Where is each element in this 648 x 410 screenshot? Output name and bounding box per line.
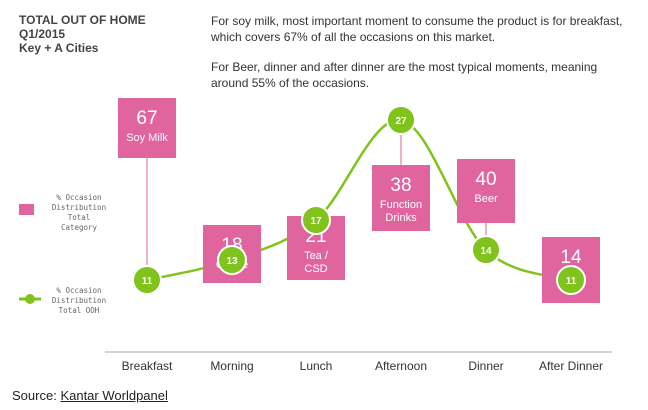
category-product-3-1: Drinks <box>385 212 417 224</box>
header-title: TOTAL OUT OF HOME <box>19 13 146 27</box>
ooh-value-3: 27 <box>395 116 407 127</box>
source-link[interactable]: Kantar Worldpanel <box>60 388 168 403</box>
insight-note-soy: For soy milk, most important moment to c… <box>211 14 623 44</box>
x-tick-label-2: Lunch <box>300 359 333 373</box>
legend-ooh-marker <box>25 294 35 304</box>
legend-ooh-label: % Occasion Distribution Total OOH <box>51 286 107 315</box>
x-tick-label-3: Afternoon <box>375 359 427 373</box>
category-product-4-0: Beer <box>474 193 498 205</box>
category-box-3 <box>372 165 430 231</box>
source-credit: Source: Kantar Worldpanel <box>12 388 168 403</box>
header-scope: Key + A Cities <box>19 41 99 55</box>
ooh-value-1: 13 <box>226 256 238 267</box>
x-tick-label-0: Breakfast <box>122 359 173 373</box>
insight-note-beer: For Beer, dinner and after dinner are th… <box>211 60 598 90</box>
ooh-point-0 <box>132 265 162 295</box>
header-period: Q1/2015 <box>19 27 66 41</box>
category-box-4 <box>457 159 515 223</box>
insight-notes: For soy milk, most important moment to c… <box>211 13 631 105</box>
category-box-0 <box>118 98 176 158</box>
ooh-value-4: 14 <box>480 246 492 257</box>
category-value-3: 38 <box>390 175 411 196</box>
ooh-point-3 <box>386 105 416 135</box>
legend-category-label: % Occasion Distribution Total Category <box>51 193 107 232</box>
ooh-point-5 <box>556 265 586 295</box>
ooh-value-5: 11 <box>566 276 577 287</box>
category-product-0-0: Soy Milk <box>126 132 168 144</box>
ooh-point-4 <box>471 235 501 265</box>
category-product-3-0: Function <box>380 199 422 211</box>
x-tick-label-4: Dinner <box>468 359 503 373</box>
source-label: Source: <box>12 388 57 403</box>
x-tick-label-1: Morning <box>210 359 253 373</box>
ooh-point-2 <box>301 205 331 235</box>
category-value-0: 67 <box>136 108 157 129</box>
category-value-4: 40 <box>475 169 496 190</box>
category-product-2-0: Tea / <box>304 250 329 262</box>
ooh-value-0: 11 <box>142 276 153 287</box>
legend-category-swatch <box>19 204 34 215</box>
ooh-value-2: 17 <box>310 216 322 227</box>
ooh-point-1 <box>217 245 247 275</box>
category-product-2-1: CSD <box>304 263 327 275</box>
x-tick-label-5: After Dinner <box>539 359 603 373</box>
chart-header: TOTAL OUT OF HOME Q1/2015 Key + A Cities <box>19 13 146 55</box>
category-value-5: 14 <box>560 247 582 268</box>
